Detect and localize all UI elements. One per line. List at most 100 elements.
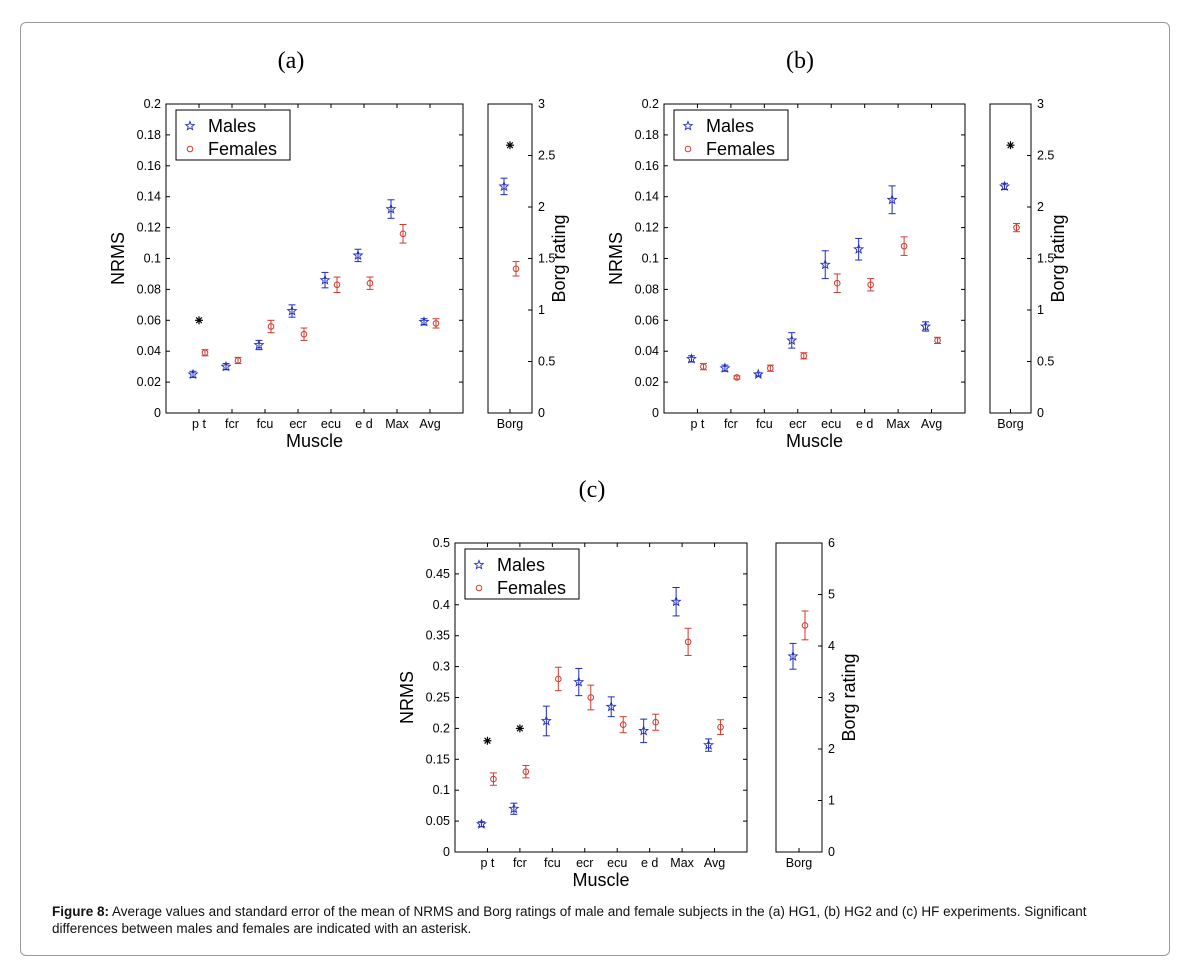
- borg-tick-label: 0.5: [1037, 355, 1054, 369]
- legend-box: [673, 109, 789, 161]
- panel-label: (a): [278, 48, 305, 74]
- borg-tick-label: 1: [538, 303, 545, 317]
- females-marker: [399, 230, 407, 238]
- borg-tick-label: 2: [538, 200, 545, 214]
- y-tick-label: 0.1: [144, 252, 161, 266]
- figure-caption: Figure 8: Average values and standard er…: [52, 903, 1152, 937]
- legend-box: [175, 109, 291, 161]
- figure-frame: [20, 22, 1170, 956]
- x-tick-label: Max: [670, 856, 694, 870]
- y-tick-label: 0.05: [426, 814, 450, 828]
- x-tick-label: ecr: [576, 856, 593, 870]
- males-marker: [786, 334, 798, 346]
- males-marker: [670, 595, 682, 607]
- x-tick-label: ecu: [321, 417, 341, 431]
- borg-plot-area: [775, 542, 823, 853]
- males-error-bar: [575, 667, 583, 697]
- males-marker: [573, 676, 585, 687]
- borg-plot-area: [989, 103, 1032, 414]
- males-error-bar: [542, 705, 550, 737]
- chart-panel-c: (c) 0 0.05 0.1 0.15 0.2 0.25 0.3 0.35 0.4 0.45 0.5 p…: [397, 477, 859, 890]
- y-tick-label: 0.45: [426, 567, 450, 581]
- x-tick-label: ecr: [789, 417, 806, 431]
- females-error-bar: [333, 276, 341, 293]
- females-error-bar: [489, 772, 497, 786]
- legend: Males Females: [464, 548, 580, 600]
- males-marker: [220, 360, 232, 372]
- borg-significance-asterisk: [506, 141, 514, 150]
- males-marker: [719, 362, 731, 373]
- females-marker: [867, 281, 874, 289]
- y-tick-label: 0.3: [433, 660, 450, 674]
- x-axis-label: Muscle: [286, 431, 343, 451]
- legend-box: [464, 548, 580, 600]
- borg-tick-label: 5: [828, 588, 835, 602]
- y-tick-label: 0.06: [635, 313, 659, 327]
- legend: Males Females: [673, 109, 789, 161]
- females-error-bar: [522, 764, 530, 779]
- x-tick-label: fcr: [225, 417, 239, 431]
- males-marker: [508, 802, 520, 814]
- x-tick-label: Avg: [704, 856, 725, 870]
- x-axis-label: Muscle: [786, 431, 843, 451]
- males-marker: [920, 320, 932, 332]
- borg-tick-label: 1: [828, 794, 835, 808]
- borg-tick-label: 2.5: [1037, 149, 1054, 163]
- females-error-bar: [833, 273, 841, 293]
- borg-axis-label: Borg rating: [1048, 214, 1068, 302]
- females-marker: [652, 718, 659, 726]
- borg-tick-label: 3: [538, 97, 545, 111]
- significance-asterisk-stroke: [484, 737, 491, 745]
- y-tick-label: 0.2: [433, 721, 450, 735]
- borg-x-tick-label: Borg: [997, 417, 1023, 431]
- females-error-bar: [267, 319, 275, 334]
- y-axis-label: NRMS: [108, 232, 128, 285]
- x-tick-label: Avg: [921, 417, 942, 431]
- males-error-bar: [821, 250, 829, 280]
- females-error-bar: [684, 627, 692, 656]
- x-tick-label: p t: [192, 417, 206, 431]
- significance-asterisk: [515, 724, 524, 733]
- y-tick-label: 0.35: [426, 629, 450, 643]
- y-tick-label: 0.06: [137, 313, 161, 327]
- borg-females-marker: [801, 622, 809, 629]
- borg-tick-label: 1.5: [1037, 252, 1054, 266]
- x-tick-label: ecr: [289, 417, 306, 431]
- females-error-bar: [300, 327, 308, 341]
- males-marker: [605, 700, 617, 712]
- males-marker: [418, 316, 430, 327]
- borg-tick-label: 0: [538, 406, 545, 420]
- males-error-bar: [640, 718, 648, 744]
- legend: Males Females: [175, 109, 291, 161]
- females-marker: [300, 330, 308, 338]
- y-axis-label: NRMS: [397, 671, 417, 724]
- significance-asterisk: [195, 316, 203, 325]
- males-error-bar: [672, 586, 680, 617]
- borg-axis-label: Borg rating: [549, 214, 569, 302]
- y-tick-label: 0.1: [433, 783, 450, 797]
- y-tick-label: 0.1: [642, 252, 659, 266]
- legend-females-marker: [186, 145, 194, 153]
- females-marker: [432, 320, 440, 327]
- x-tick-label: e d: [641, 856, 658, 870]
- borg-males-marker: [498, 180, 510, 192]
- males-marker: [253, 339, 265, 350]
- legend-males-marker: [682, 120, 694, 131]
- borg-tick-label: 2: [828, 742, 835, 756]
- y-tick-label: 0: [154, 406, 161, 420]
- panel-label: (b): [786, 48, 814, 74]
- y-tick-label: 0.16: [137, 159, 161, 173]
- borg-x-tick-label: Borg: [786, 856, 812, 870]
- females-marker: [201, 349, 209, 357]
- females-error-bar: [652, 713, 660, 731]
- x-tick-label: p t: [690, 417, 704, 431]
- legend-males-label: Males: [208, 116, 256, 136]
- borg-tick-label: 2: [1037, 200, 1044, 214]
- females-error-bar: [587, 684, 595, 711]
- significance-asterisk-stroke: [516, 725, 524, 732]
- borg-tick-label: 1: [1037, 303, 1044, 317]
- legend-females-label: Females: [208, 139, 277, 159]
- borg-x-tick-label: Borg: [497, 417, 523, 431]
- borg-tick-label: 6: [828, 536, 835, 550]
- females-error-bar: [900, 236, 908, 256]
